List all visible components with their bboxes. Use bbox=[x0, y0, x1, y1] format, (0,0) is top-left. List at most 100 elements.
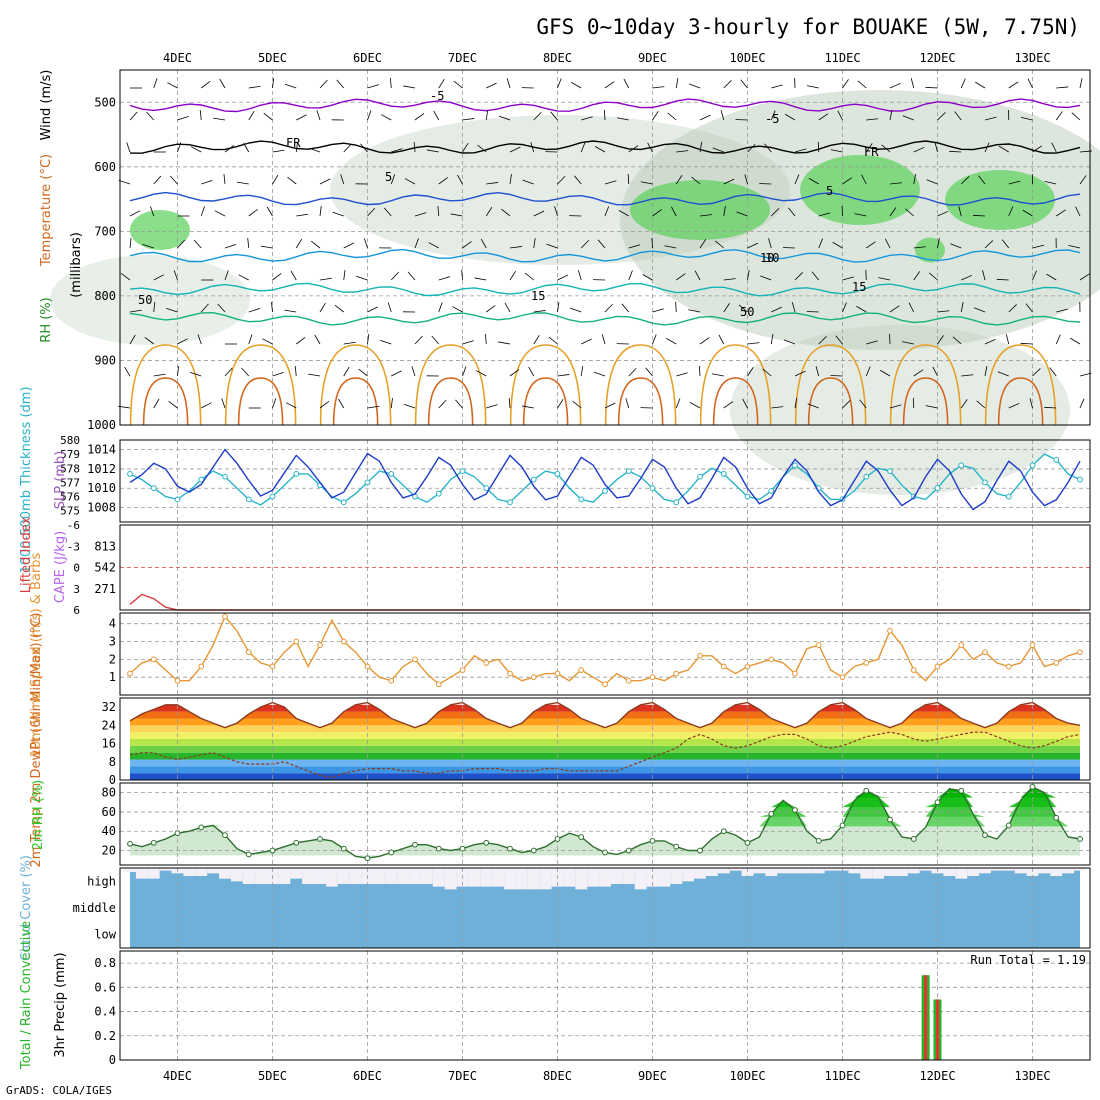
isotherm-10 bbox=[129, 248, 1081, 263]
thickness-series-point bbox=[602, 487, 608, 494]
wind-barb bbox=[628, 367, 637, 377]
wind-barb bbox=[272, 174, 279, 185]
wind-barb bbox=[889, 404, 902, 409]
precip-frame bbox=[119, 950, 1091, 1061]
wind-barb bbox=[664, 245, 677, 249]
wind-barb bbox=[414, 113, 425, 121]
wind-barb bbox=[760, 275, 772, 281]
wind-barb bbox=[770, 110, 776, 121]
thickness-series-point bbox=[245, 496, 252, 503]
ylabel-millibars: (millibars) bbox=[69, 232, 84, 298]
wind-barb bbox=[1032, 145, 1043, 153]
wind-barb bbox=[1079, 273, 1090, 281]
wind-barb bbox=[712, 147, 724, 153]
cloud-high-bar bbox=[337, 868, 350, 884]
cloud-high-bar bbox=[527, 868, 540, 890]
slp-frame bbox=[119, 439, 1091, 523]
rh2m-series-point bbox=[720, 828, 727, 835]
wind-barb bbox=[711, 373, 724, 377]
ylabel-thickness: 1000-500mb Thickness (dm) bbox=[19, 386, 34, 573]
tick-label-pressure: 500 bbox=[94, 95, 116, 109]
wind-speed-series-point bbox=[293, 638, 300, 645]
temp-band bbox=[130, 766, 1080, 774]
wind-speed-series-point bbox=[412, 656, 418, 663]
wind-barb bbox=[958, 206, 962, 217]
tick-label-cape: 542 bbox=[94, 561, 116, 575]
wind-barb bbox=[528, 366, 535, 377]
cloud-high-bar bbox=[824, 868, 837, 871]
isotherm-label: 50 bbox=[138, 293, 152, 307]
tick-label-rh2m: 20 bbox=[102, 844, 116, 858]
temp-band bbox=[130, 752, 1080, 760]
wind-barb bbox=[367, 334, 370, 345]
wind-barb bbox=[153, 301, 156, 313]
tick-label-thickness: 579 bbox=[60, 448, 80, 461]
wind-barb bbox=[498, 115, 511, 121]
wind-barb bbox=[783, 339, 796, 345]
wind-barb bbox=[485, 110, 489, 121]
wind-barb bbox=[462, 366, 467, 377]
wind-barb bbox=[1044, 406, 1057, 409]
wind-barb bbox=[842, 177, 853, 185]
rh2m-series-point bbox=[530, 847, 537, 854]
rh-moist-shade bbox=[945, 170, 1055, 230]
wind-barb bbox=[390, 174, 396, 185]
wind-barb bbox=[201, 180, 213, 185]
wind-barb bbox=[248, 308, 261, 313]
wind-barb bbox=[1008, 180, 1021, 185]
wind-barb bbox=[146, 111, 155, 121]
ylabel-wind10m: 10m Wind Speed (m/s) & Barbs bbox=[29, 552, 44, 757]
wind-speed-series-point bbox=[198, 663, 205, 670]
cloud-high-bar bbox=[789, 868, 801, 874]
wind-barb bbox=[150, 206, 155, 217]
tick-label-temp: 16 bbox=[102, 737, 116, 751]
tick-label-date-bottom: 13DEC bbox=[1014, 1069, 1050, 1083]
rh2m-series-point bbox=[697, 847, 703, 854]
wind-barb bbox=[808, 177, 819, 185]
wind-barb bbox=[319, 277, 332, 281]
slp-series bbox=[129, 448, 1081, 511]
wind-barb bbox=[973, 214, 986, 217]
isotherm-bl bbox=[699, 344, 772, 426]
rh2m-series-point bbox=[839, 822, 846, 829]
wind-barb bbox=[937, 310, 950, 313]
rh-shade bbox=[730, 325, 1070, 495]
wind-barb bbox=[153, 398, 160, 409]
wind-barb bbox=[1055, 111, 1063, 121]
isotherm-bl bbox=[129, 344, 202, 426]
tick-label-slp: 1010 bbox=[87, 481, 116, 495]
rh2m-series-point bbox=[435, 845, 442, 852]
tick-label-date-bottom: 11DEC bbox=[824, 1069, 860, 1083]
tick-label-slp: 1012 bbox=[87, 462, 116, 476]
wind-barb bbox=[391, 370, 402, 377]
wind-barb bbox=[358, 368, 368, 377]
wind-barb bbox=[197, 334, 202, 345]
cloud-high-bar bbox=[254, 868, 267, 884]
wind-barb bbox=[1049, 367, 1057, 377]
wind-barb bbox=[961, 274, 973, 281]
wind-speed-series-point bbox=[602, 681, 608, 688]
wind-barb bbox=[260, 245, 273, 249]
thickness-series-point bbox=[174, 496, 181, 503]
wind-speed-series-point bbox=[317, 642, 323, 648]
rh2m-series-point bbox=[340, 845, 347, 852]
wind-barb bbox=[889, 305, 900, 313]
thickness-series-point bbox=[293, 471, 300, 477]
wind-barb bbox=[238, 274, 249, 281]
tick-label-thickness: 580 bbox=[60, 434, 80, 447]
wind-barb bbox=[616, 117, 629, 121]
wind-barb bbox=[501, 208, 511, 217]
wind-barb bbox=[861, 174, 867, 185]
wind-barb bbox=[200, 303, 209, 313]
isotherm-label: 5 bbox=[385, 170, 392, 184]
wind-barb bbox=[287, 176, 297, 185]
wind-barb bbox=[343, 366, 350, 377]
wind-barb bbox=[1001, 239, 1010, 249]
cloud-high-bar bbox=[634, 868, 647, 890]
wind-barb bbox=[926, 179, 938, 185]
wind-barb bbox=[604, 303, 613, 313]
tick-label-wind: 1 bbox=[109, 670, 116, 684]
wind-barb bbox=[224, 270, 229, 281]
wind-speed-series-point bbox=[554, 670, 561, 677]
